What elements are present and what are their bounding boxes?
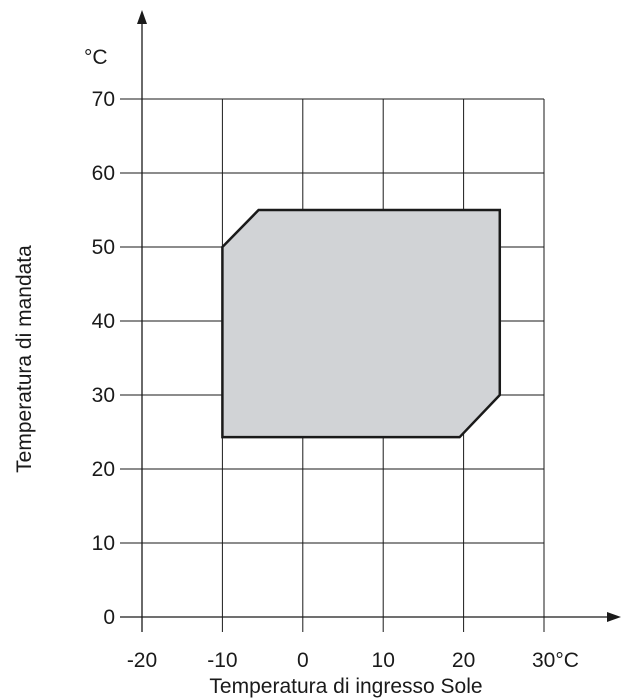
y-axis-label: Temperatura di mandata <box>13 245 36 473</box>
x-tick-labels: -20 -10 0 10 20 30°C <box>127 649 579 672</box>
y-axis-arrow-icon <box>137 10 147 24</box>
x-tick-label: -10 <box>207 649 237 672</box>
y-tick-labels: 0 10 20 30 40 50 60 70 <box>92 88 115 629</box>
x-tick-label: 10 <box>372 649 395 672</box>
axes <box>120 10 621 632</box>
y-tick-label: 10 <box>92 532 115 555</box>
x-tick-label: 20 <box>452 649 475 672</box>
y-tick-label: 20 <box>92 458 115 481</box>
y-unit-label: °C <box>84 46 108 69</box>
y-tick-label: 70 <box>92 88 115 111</box>
operating-region <box>221 208 502 439</box>
y-tick-label: 50 <box>92 236 115 259</box>
x-axis-label: Temperatura di ingresso Sole <box>209 675 482 698</box>
y-tick-label: 30 <box>92 384 115 407</box>
x-tick-label: -20 <box>127 649 157 672</box>
y-tick-label: 60 <box>92 162 115 185</box>
y-tick-label: 0 <box>103 606 115 629</box>
y-tick-label: 40 <box>92 310 115 333</box>
x-axis-arrow-icon <box>607 612 621 622</box>
x-tick-label: 30°C <box>532 649 579 672</box>
x-tick-label: 0 <box>297 649 309 672</box>
